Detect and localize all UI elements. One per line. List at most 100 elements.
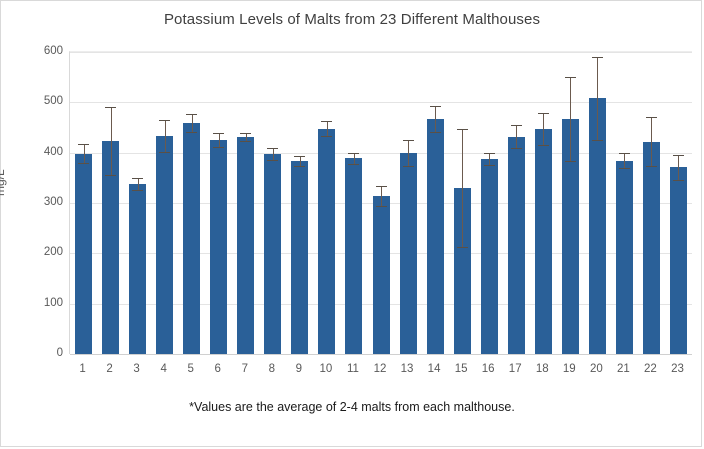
bar xyxy=(156,136,174,354)
error-bar xyxy=(246,132,247,141)
error-bar-cap-upper xyxy=(294,155,306,157)
error-bar-cap-lower xyxy=(591,140,603,142)
error-bar-cap-upper xyxy=(375,186,387,188)
bar xyxy=(615,160,633,354)
error-bar-cap-upper xyxy=(591,57,603,59)
error-bar-cap-upper xyxy=(348,152,360,154)
x-axis-tick-label: 8 xyxy=(268,363,276,375)
x-axis-tick-label: 18 xyxy=(535,363,549,375)
bar xyxy=(264,153,282,354)
error-bar-cap-lower xyxy=(537,144,549,146)
x-axis-tick-label: 2 xyxy=(106,363,113,375)
y-axis-tick-label: 500 xyxy=(43,95,63,108)
y-axis-tick-label: 400 xyxy=(43,145,63,158)
error-bar xyxy=(165,119,166,153)
error-bar xyxy=(192,113,193,133)
error-bar-cap-lower xyxy=(132,189,144,191)
error-bar-cap-lower xyxy=(348,163,360,165)
bar xyxy=(399,153,417,354)
error-bar xyxy=(516,124,517,149)
x-axis-tick-label: 1 xyxy=(79,363,86,375)
error-bar xyxy=(327,121,328,136)
error-bar-cap-upper xyxy=(402,140,414,142)
x-axis-tick-label: 16 xyxy=(481,363,495,375)
error-bar-cap-upper xyxy=(186,113,198,115)
error-bar-cap-upper xyxy=(321,121,333,123)
error-bar xyxy=(381,186,382,206)
x-axis-tick-label: 3 xyxy=(133,363,140,375)
x-axis-tick-label: 5 xyxy=(187,363,194,375)
error-bar-cap-lower xyxy=(294,165,306,167)
error-bar-cap-upper xyxy=(483,152,495,154)
x-axis-tick-label: 12 xyxy=(373,363,387,375)
bar xyxy=(345,158,363,354)
y-axis-tick-label: 300 xyxy=(43,196,63,208)
error-bar-cap-lower xyxy=(645,165,657,167)
chart-title: Potassium Levels of Malts from 23 Differ… xyxy=(163,11,541,28)
error-bar-cap-lower xyxy=(186,132,198,134)
error-bar-cap-lower xyxy=(213,146,225,148)
bar xyxy=(183,122,201,354)
error-bar-cap-lower xyxy=(564,161,576,163)
chart-footnote: *Values are the average of 2-4 malts fro… xyxy=(189,400,515,414)
error-bar xyxy=(300,155,301,166)
x-axis-tick-label: 6 xyxy=(214,363,221,375)
bar xyxy=(480,158,498,354)
error-bar xyxy=(435,106,436,132)
error-bar-cap-upper xyxy=(510,124,522,126)
x-axis-tick-label: 19 xyxy=(562,363,576,375)
bar xyxy=(669,167,687,354)
x-axis-tick-label: 17 xyxy=(508,363,522,375)
x-axis-tick-label: 20 xyxy=(589,363,603,375)
error-bar-cap-upper xyxy=(132,177,144,179)
error-bar-cap-upper xyxy=(645,117,657,119)
bar xyxy=(588,98,606,354)
error-bar-cap-lower xyxy=(429,131,441,133)
error-bar-cap-lower xyxy=(456,247,468,249)
error-bar xyxy=(678,154,679,180)
bar xyxy=(453,187,471,354)
error-bar-cap-upper xyxy=(240,132,252,134)
bar xyxy=(75,153,93,354)
error-bar xyxy=(111,107,112,175)
x-axis-tick-label: 23 xyxy=(671,363,684,375)
bar xyxy=(561,118,579,354)
x-axis-tick-label: 13 xyxy=(400,363,414,375)
gridline xyxy=(70,52,692,53)
error-bar-cap-lower xyxy=(510,148,522,150)
error-bar-cap-lower xyxy=(375,205,387,207)
error-bar-cap-upper xyxy=(429,106,441,108)
error-bar-cap-upper xyxy=(105,107,117,109)
error-bar-cap-upper xyxy=(159,119,171,121)
bar xyxy=(426,118,444,354)
error-bar-cap-upper xyxy=(537,113,549,115)
error-bar-cap-upper xyxy=(618,153,630,155)
y-axis-title: mg/L xyxy=(0,169,7,196)
y-axis-tick-label: 100 xyxy=(43,296,63,309)
x-axis-tick-label: 14 xyxy=(427,363,441,375)
gridline xyxy=(70,102,692,104)
error-bar xyxy=(273,147,274,160)
x-axis-tick-label: 9 xyxy=(295,363,303,375)
error-bar-cap-lower xyxy=(402,166,414,168)
bar xyxy=(318,128,336,354)
error-bar-cap-upper xyxy=(267,147,279,149)
error-bar-cap-lower xyxy=(267,159,279,161)
y-axis-tick-label: 600 xyxy=(43,45,63,57)
error-bar-cap-lower xyxy=(78,163,90,165)
error-bar xyxy=(138,177,139,190)
y-axis-tick-label: 200 xyxy=(43,246,63,259)
error-bar-cap-lower xyxy=(672,179,684,181)
y-axis-tick-label: 0 xyxy=(56,347,63,359)
error-bar xyxy=(219,132,220,147)
error-bar-cap-lower xyxy=(618,168,630,170)
bar xyxy=(237,136,255,354)
x-axis-tick-label: 10 xyxy=(319,363,333,375)
x-axis-tick-label: 4 xyxy=(160,363,167,375)
error-bar-cap-upper xyxy=(564,76,576,78)
bar xyxy=(642,141,660,354)
error-bar xyxy=(570,76,571,162)
bar xyxy=(129,183,147,354)
plot-area xyxy=(69,51,692,355)
